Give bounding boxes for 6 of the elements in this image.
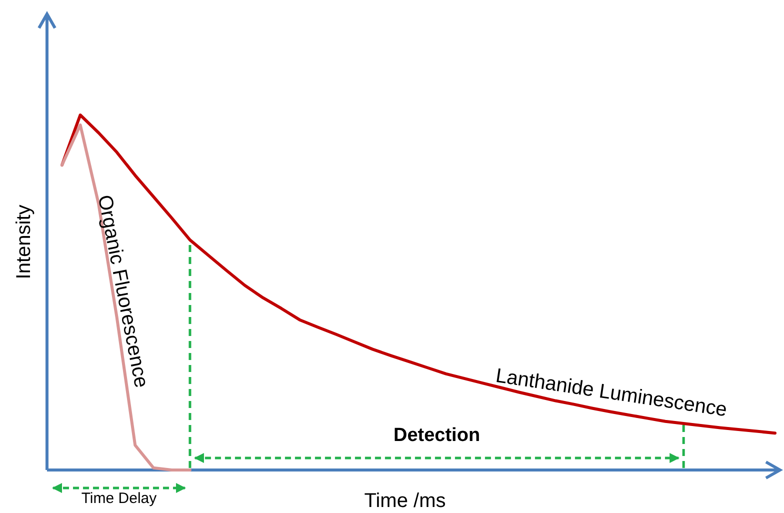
text: Time Delay — [81, 490, 158, 507]
y-axis-title: Intensity — [13, 204, 35, 280]
text: Lanthanide Luminescence — [494, 364, 728, 422]
annotation: Detection — [393, 425, 480, 446]
x-axis-title: Time /ms — [364, 490, 446, 512]
text: Organic Fluorescence — [93, 193, 152, 390]
